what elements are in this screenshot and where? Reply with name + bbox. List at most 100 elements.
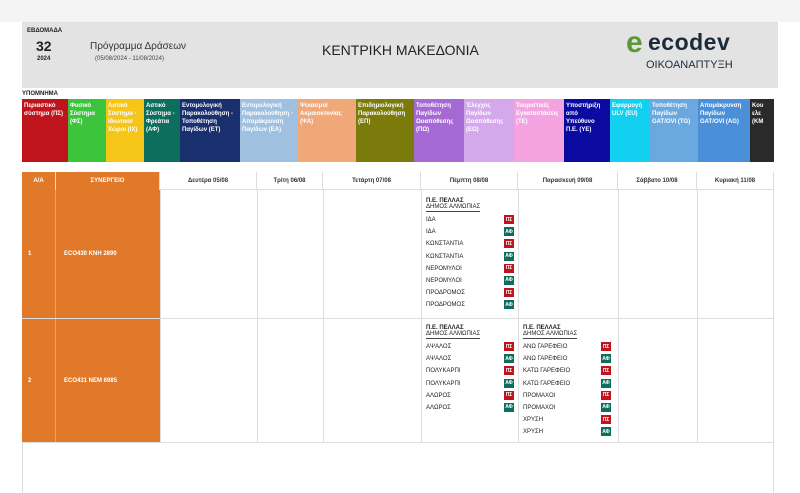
place-name: ΑΨΑΛΟΣ: [426, 356, 452, 363]
header-day-monday: Δευτέρα 05/08: [160, 172, 257, 190]
activity-badge: ΠΣ: [504, 239, 514, 249]
header-day-tuesday: Τρίτη 06/08: [257, 172, 323, 190]
list-item: ΑΝΩ ΓΑΡΕΦΕΙΟ ΑΦ: [523, 353, 611, 365]
place-name: ΠΡΟΔΡΟΜΟΣ: [426, 290, 465, 297]
empty-area: [22, 443, 774, 493]
list-item: ΚΑΤΩ ΓΑΡΕΦΕΙΟ ΠΣ: [523, 365, 611, 377]
header-day-sunday: Κυριακή 11/08: [697, 172, 774, 190]
legend-title: ΥΠΟΜΝΗΜΑ: [22, 91, 58, 97]
legend-item: Τουριστικές Εγκαταστάσεις (ΤΕ): [514, 99, 564, 162]
list-item: ΝΕΡΟΜΥΛΟΙ ΠΣ: [426, 263, 514, 275]
activity-badge: ΠΣ: [504, 215, 514, 224]
place-name: ΙΔΑ: [426, 217, 436, 223]
week-year: 2024: [37, 56, 51, 62]
list-item: ΚΩΝΣΤΑΝΤΙΑ ΑΦ: [426, 251, 514, 263]
list-item: ΑΝΩ ΓΑΡΕΦΕΙΟ ΠΣ: [523, 341, 611, 353]
logo-text: ecodev: [648, 29, 731, 55]
logo-subtitle: ΟΙΚΟΑΝΑΠΤΥΞΗ: [646, 59, 733, 71]
place-name: ΚΑΤΩ ΓΑΡΕΦΕΙΟ: [523, 380, 571, 387]
legend-item: Περιαστικό σύστημα (ΠΣ): [22, 99, 68, 162]
place-name: ΝΕΡΟΜΥΛΟΙ: [426, 277, 462, 284]
list-item: ΑΛΩΡΟΣ ΠΣ: [426, 390, 514, 402]
legend-item: Τοποθέτηση Παγίδων Ωοαπόθεσης (ΠΩ): [414, 99, 464, 162]
list-item: ΑΛΩΡΟΣ ΑΦ: [426, 402, 514, 414]
activity-badge: ΑΦ: [504, 251, 514, 261]
place-name: ΠΟΛΥΚΑΡΠΙ: [426, 368, 461, 375]
row-id: 2: [22, 319, 56, 442]
regional-unit: Π.Ε. ΠΕΛΛΑΣ: [426, 198, 464, 204]
table-row: 2 ECO431 ΝΕΜ 6985 Π.Ε. ΠΕΛΛΑΣ ΔΗΜΟΣ ΑΛΜΩΠ…: [22, 319, 774, 443]
row-partner: ECO430 ΚΝΗ 2890: [56, 190, 160, 318]
legend-item: Απομάκρυνση Παγίδων GAT/OVI (AG): [698, 99, 750, 162]
municipality: ΔΗΜΟΣ ΑΛΜΩΠΙΑΣ: [426, 331, 481, 339]
list-item: ΧΡΥΣΗ ΑΦ: [523, 426, 611, 438]
week-number: 32: [36, 38, 52, 54]
place-name: ΚΩΝΣΤΑΝΤΙΑ: [426, 241, 464, 248]
list-item: ΠΡΟΜΑΧΟΙ ΑΦ: [523, 402, 611, 414]
legend-item: Εντομολογική Παρακολούθηση - Τοποθέτηση …: [180, 99, 240, 162]
municipality: ΔΗΜΟΣ ΑΛΜΩΠΙΑΣ: [426, 204, 481, 212]
activity-badge: ΠΣ: [504, 288, 514, 298]
place-name: ΑΝΩ ΓΑΡΕΦΕΙΟ: [523, 344, 568, 350]
activity-badge: ΑΦ: [601, 402, 611, 412]
activity-badge: ΑΦ: [504, 402, 514, 412]
activity-badge: ΠΣ: [601, 415, 611, 425]
activity-badge: ΠΣ: [504, 366, 514, 376]
list-item: ΧΡΥΣΗ ΠΣ: [523, 414, 611, 426]
activity-badge: ΑΦ: [601, 427, 611, 437]
place-name: ΠΡΟΜΑΧΟΙ: [523, 392, 556, 399]
list-item: ΠΟΛΥΚΑΡΠΙ ΑΦ: [426, 378, 514, 390]
list-item: ΠΡΟΔΡΟΜΟΣ ΠΣ: [426, 287, 514, 299]
activity-badge: ΑΦ: [601, 354, 611, 364]
activity-badge: ΑΦ: [504, 378, 514, 388]
header-id: Α/Α: [22, 172, 56, 190]
legend-item: Επιδημιολογική Παρακολούθηση (ΕΠ): [356, 99, 414, 162]
legend-item: Ψεκασμοί Ακμαιοκτονίας (ΨΑ): [298, 99, 356, 162]
legend-item: Αστικό Σύστημα - Φρεάτια (ΑΦ): [144, 99, 180, 162]
top-bar: [0, 0, 800, 22]
place-name: ΙΔΑ: [426, 229, 436, 236]
activity-badge: ΠΣ: [504, 390, 514, 400]
activity-badge: ΠΣ: [601, 390, 611, 400]
legend-item: Έλεγχος Παγίδων Ωοαπόθεσης (ΕΩ): [464, 99, 514, 162]
list-item: ΙΔΑ ΑΦ: [426, 226, 514, 238]
place-name: ΑΛΩΡΟΣ: [426, 404, 451, 411]
activity-badge: ΠΣ: [504, 342, 514, 351]
activity-badge: ΑΦ: [504, 227, 514, 237]
logo-mark: e: [626, 26, 643, 59]
week-label: ΕΒΔΟΜΑΔΑ: [27, 28, 63, 34]
regional-unit: Π.Ε. ΠΕΛΛΑΣ: [426, 325, 464, 331]
list-item: ΠΟΛΥΚΑΡΠΙ ΠΣ: [426, 365, 514, 377]
thursday-schedule: Π.Ε. ΠΕΛΛΑΣ ΔΗΜΟΣ ΑΛΜΩΠΙΑΣ ΑΨΑΛΟΣ ΠΣ ΑΨΑΛΟΣ Α…: [426, 325, 514, 414]
activity-badge: ΠΣ: [601, 366, 611, 376]
place-name: ΑΨΑΛΟΣ: [426, 344, 452, 350]
region-title: ΚΕΝΤΡΙΚΗ ΜΑΚΕΔΟΝΙΑ: [322, 42, 479, 58]
place-name: ΠΟΛΥΚΑΡΠΙ: [426, 380, 461, 387]
list-item: ΠΡΟΜΑΧΟΙ ΠΣ: [523, 390, 611, 402]
list-item: ΑΨΑΛΟΣ ΠΣ: [426, 341, 514, 353]
report-header: ΕΒΔΟΜΑΔΑ 32 2024 Πρόγραμμα Δράσεων (05/0…: [22, 22, 778, 88]
legend-item: Τοποθέτηση Παγίδων GAT/OVI (TG): [650, 99, 698, 162]
place-name: ΑΝΩ ΓΑΡΕΦΕΙΟ: [523, 356, 568, 363]
place-name: ΝΕΡΟΜΥΛΟΙ: [426, 265, 462, 272]
place-name: ΧΡΥΣΗ: [523, 429, 544, 436]
activity-badge: ΑΦ: [601, 378, 611, 388]
list-item: ΚΩΝΣΤΑΝΤΙΑ ΠΣ: [426, 238, 514, 250]
list-item: ΠΡΟΔΡΟΜΟΣ ΑΦ: [426, 299, 514, 311]
activity-badge: ΠΣ: [601, 342, 611, 351]
regional-unit: Π.Ε. ΠΕΛΛΑΣ: [523, 325, 561, 331]
list-item: ΚΑΤΩ ΓΑΡΕΦΕΙΟ ΑΦ: [523, 378, 611, 390]
thursday-schedule: Π.Ε. ΠΕΛΛΑΣ ΔΗΜΟΣ ΑΛΜΩΠΙΑΣ ΙΔΑ ΠΣ ΙΔΑ ΑΦ ΚΩΝΣΤ…: [426, 198, 514, 312]
row-id: 1: [22, 190, 56, 318]
header-day-saturday: Σάββατο 10/08: [618, 172, 697, 190]
header-day-thursday: Πέμπτη 08/08: [421, 172, 518, 190]
activity-badge: ΠΣ: [504, 263, 514, 273]
activity-badge: ΑΦ: [504, 354, 514, 364]
list-item: ΝΕΡΟΜΥΛΟΙ ΑΦ: [426, 275, 514, 287]
legend-item: Εντομολογική Παρακολούθηση - Απομάκρυνση…: [240, 99, 298, 162]
place-name: ΠΡΟΜΑΧΟΙ: [523, 404, 556, 411]
row-partner: ECO431 ΝΕΜ 6985: [56, 319, 160, 442]
friday-schedule: Π.Ε. ΠΕΛΛΑΣ ΔΗΜΟΣ ΑΛΜΩΠΙΑΣ ΑΝΩ ΓΑΡΕΦΕΙΟ ΠΣ Α…: [523, 325, 611, 439]
program-title: Πρόγραμμα Δράσεων: [90, 41, 187, 52]
activity-badge: ΑΦ: [504, 300, 514, 310]
